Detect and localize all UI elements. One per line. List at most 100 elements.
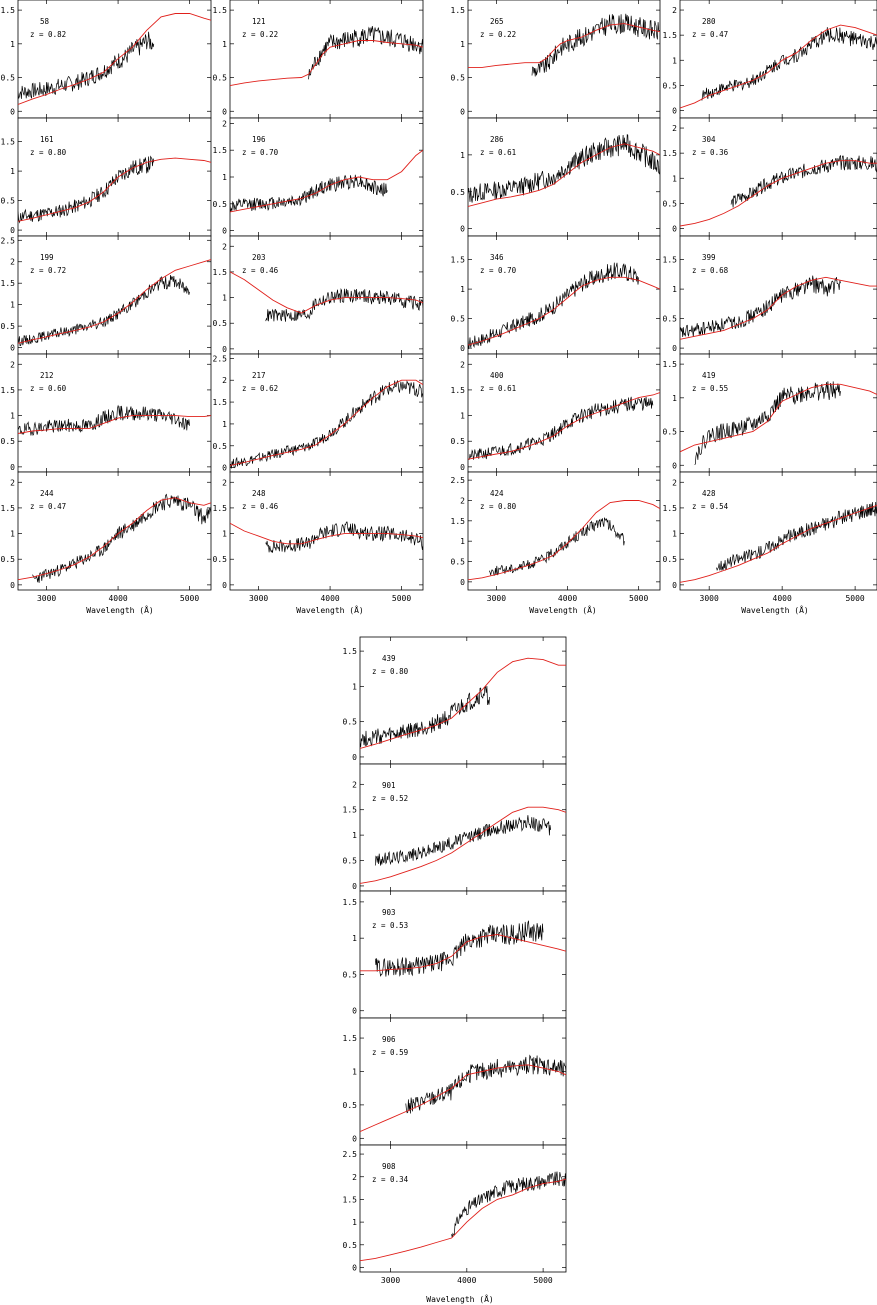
y-tick-label: 1.5 (451, 256, 466, 265)
y-tick-label: 2 (352, 1173, 357, 1182)
y-tick-label: 1 (352, 934, 357, 943)
y-tick-label: 0.5 (213, 74, 228, 83)
panel-frame (17, 117, 212, 237)
series-model (468, 276, 660, 346)
y-tick-label: 0.5 (343, 1101, 358, 1110)
redshift-label: z = 0.68 (692, 266, 729, 275)
redshift-label: z = 0.55 (692, 384, 728, 393)
y-tick-label: 1 (10, 530, 15, 539)
y-tick-label: 0.5 (663, 428, 678, 437)
y-tick-label: 1.5 (213, 504, 228, 513)
series-model (468, 500, 660, 581)
panel-244: 0 0.5 1 1.5 2 3000 4000 5000 244 z = 0.47 (1, 471, 212, 603)
y-tick-label: 1.5 (343, 806, 358, 815)
y-tick-label: 1 (222, 173, 227, 182)
redshift-label: z = 0.60 (30, 384, 67, 393)
xlabel-col3: Wavelength (Å) (529, 604, 596, 615)
panel-908: 0 0.5 1 1.5 2 2.5 3000 4000 5000 908 z = 0.34 (343, 1144, 567, 1285)
object-id-label: 908 (382, 1162, 396, 1171)
y-tick-label: 2 (10, 478, 15, 487)
y-tick-label: 1.5 (213, 398, 228, 407)
y-tick-label: 0.5 (451, 315, 466, 324)
y-tick-label: 1.5 (663, 256, 678, 265)
series-model (18, 259, 211, 344)
panel-304: 0 0.5 1 1.5 2 304 z = 0.36 (663, 117, 877, 237)
y-tick-label: 0 (10, 344, 15, 353)
series-model (360, 806, 566, 884)
series-model (230, 522, 423, 545)
y-tick-label: 1.5 (663, 149, 678, 158)
object-id-label: 244 (40, 489, 54, 498)
y-tick-label: 2 (672, 6, 677, 15)
object-id-label: 265 (490, 17, 504, 26)
y-tick-label: 1.5 (1, 504, 16, 513)
x-tick-label: 4000 (773, 594, 792, 603)
series-model (680, 276, 877, 340)
xlabel-col1: Wavelength (Å) (86, 604, 153, 615)
panel-plot-area (18, 155, 211, 224)
panel-203: 0 0.5 1 1.5 2 203 z = 0.46 (213, 235, 424, 355)
y-tick-label: 0 (10, 463, 15, 472)
object-id-label: 212 (40, 371, 54, 380)
redshift-label: z = 0.70 (480, 266, 517, 275)
y-tick-label: 1 (352, 1067, 357, 1076)
panel-265: 0 0.5 1 1.5 265 z = 0.22 (451, 0, 661, 119)
y-tick-label: 0 (222, 107, 227, 116)
series-model (230, 379, 423, 466)
panel-frame (17, 471, 212, 591)
series-observed (680, 275, 841, 338)
y-tick-label: 1 (10, 40, 15, 49)
y-tick-label: 0 (672, 581, 677, 590)
y-tick-label: 0.5 (343, 970, 358, 979)
x-tick-label: 3000 (381, 1276, 400, 1285)
y-tick-label: 0.5 (451, 188, 466, 197)
y-tick-label: 2.5 (343, 1150, 358, 1159)
object-id-label: 217 (252, 371, 266, 380)
panel-frame (359, 1017, 567, 1146)
series-observed (18, 404, 190, 436)
y-tick-label: 0 (222, 227, 227, 236)
redshift-label: z = 0.36 (692, 148, 729, 157)
x-tick-label: 3000 (700, 594, 719, 603)
panel-plot-area (680, 275, 877, 340)
panel-frame (467, 471, 661, 591)
y-tick-label: 0 (352, 1134, 357, 1143)
redshift-label: z = 0.70 (242, 148, 279, 157)
series-observed (468, 134, 660, 203)
panel-frame (17, 235, 212, 355)
panel-frame (359, 890, 567, 1019)
panel-frame (359, 1144, 567, 1273)
y-tick-label: 0 (460, 463, 465, 472)
y-tick-label: 1 (672, 56, 677, 65)
redshift-label: z = 0.80 (480, 502, 517, 511)
panel-217: 0 0.5 1 1.5 2 2.5 217 z = 0.62 (213, 353, 424, 473)
object-id-label: 424 (490, 489, 504, 498)
panel-plot-area (18, 493, 211, 583)
series-model (468, 23, 660, 68)
series-model (18, 13, 211, 105)
y-tick-label: 1.5 (1, 279, 16, 288)
y-tick-label: 2.5 (1, 236, 16, 245)
object-id-label: 906 (382, 1035, 396, 1044)
y-tick-label: 0.5 (1, 197, 16, 206)
panel-frame (229, 353, 424, 473)
x-tick-label: 4000 (558, 594, 577, 603)
y-tick-label: 2.5 (451, 476, 466, 485)
y-tick-label: 1 (352, 682, 357, 691)
panel-248: 0 0.5 1 1.5 2 3000 4000 5000 248 z = 0.46 (213, 471, 424, 603)
panel-903: 0 0.5 1 1.5 903 z = 0.53 (343, 890, 567, 1019)
panel-346: 0 0.5 1 1.5 346 z = 0.70 (451, 235, 661, 355)
y-tick-label: 0.5 (213, 319, 228, 328)
redshift-label: z = 0.22 (242, 30, 278, 39)
object-id-label: 280 (702, 17, 716, 26)
object-id-label: 419 (702, 371, 716, 380)
object-id-label: 439 (382, 654, 396, 663)
series-model (360, 1178, 566, 1262)
y-tick-label: 0 (672, 461, 677, 470)
object-id-label: 161 (40, 135, 54, 144)
xlabel-bottom: Wavelength (Å) (426, 1293, 493, 1304)
y-tick-label: 1.5 (213, 6, 228, 15)
redshift-label: z = 0.47 (692, 30, 728, 39)
panel-plot-area (230, 521, 423, 553)
redshift-label: z = 0.82 (30, 30, 66, 39)
